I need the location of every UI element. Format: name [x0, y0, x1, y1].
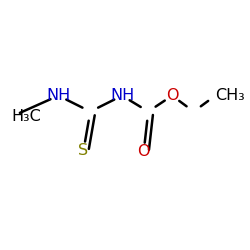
- Text: S: S: [78, 143, 88, 158]
- Text: NH: NH: [110, 88, 134, 103]
- Text: NH: NH: [46, 88, 70, 103]
- Text: O: O: [138, 144, 150, 160]
- Text: CH₃: CH₃: [215, 88, 245, 103]
- Text: H₃C: H₃C: [12, 109, 42, 124]
- Text: O: O: [166, 88, 178, 103]
